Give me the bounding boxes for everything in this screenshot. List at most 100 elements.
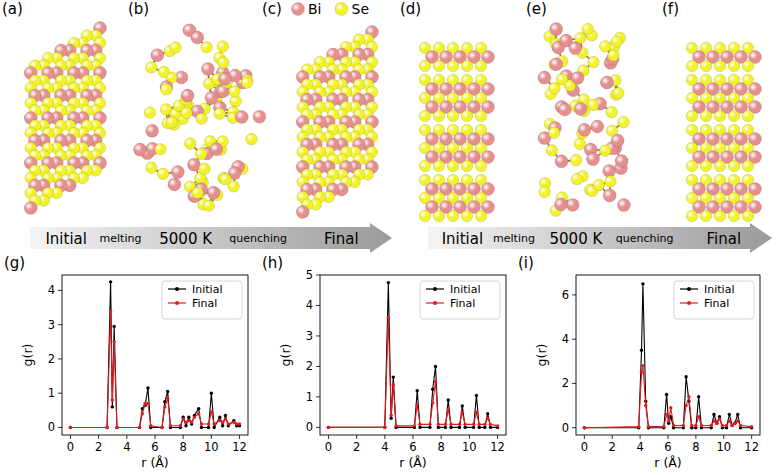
x-tick: [441, 435, 442, 439]
atom: [201, 63, 214, 76]
x-tick-label: 12: [232, 440, 247, 454]
x-tick-label: 0: [581, 440, 588, 454]
atom: [155, 143, 167, 155]
x-tick: [384, 435, 385, 439]
series-marker: [163, 405, 166, 408]
atom: [555, 155, 568, 168]
series-marker: [475, 394, 478, 397]
panel-label: (e): [526, 0, 547, 18]
atom: [608, 50, 620, 62]
series-marker: [463, 423, 466, 426]
x-tick-label: 10: [462, 440, 477, 454]
series-marker: [486, 417, 489, 420]
atom: [296, 206, 309, 219]
atom: [419, 110, 431, 122]
axes-frame: [576, 275, 760, 435]
atom: [571, 71, 584, 84]
atom: [170, 42, 182, 54]
x-axis-label: r (Å): [141, 455, 168, 470]
chart: 02468101201234r (Å)g(r)InitialFinal: [20, 275, 248, 470]
atom: [700, 60, 712, 72]
atom: [538, 71, 551, 84]
legend: InitialFinal: [162, 281, 242, 319]
series-marker: [489, 423, 492, 426]
series-marker: [669, 406, 672, 409]
atom: [546, 144, 558, 156]
atom: [588, 56, 600, 68]
atom: [166, 117, 178, 129]
series-marker: [418, 423, 421, 426]
x-tick-label: 4: [636, 440, 643, 454]
plot-area: [327, 281, 499, 429]
series-marker: [461, 404, 464, 407]
atom: [192, 187, 204, 199]
process-stage: 5000 K: [550, 230, 604, 248]
series-marker: [697, 415, 700, 418]
x-axis-label: r (Å): [399, 455, 426, 470]
x-tick: [328, 435, 329, 439]
y-tick-label: 2: [306, 359, 313, 373]
x-tick-label: 0: [325, 440, 332, 454]
y-tick: [316, 275, 320, 276]
atom: [558, 103, 571, 116]
x-tick-label: 8: [692, 440, 699, 454]
legend-label: Se: [352, 1, 370, 17]
series-marker: [221, 424, 224, 427]
atom: [447, 160, 459, 172]
x-tick: [211, 435, 212, 439]
atom: [433, 210, 445, 222]
atom: [461, 210, 473, 222]
series-marker: [197, 412, 200, 415]
structure: [24, 22, 106, 215]
series-marker: [392, 383, 395, 386]
series-marker: [115, 426, 118, 429]
series-marker: [389, 413, 392, 416]
series-marker: [718, 417, 721, 420]
series-marker: [383, 426, 386, 429]
atom: [161, 84, 173, 96]
atom: [601, 76, 614, 89]
series-marker: [641, 364, 644, 367]
atom: [447, 60, 459, 72]
series-marker: [160, 426, 163, 429]
series-marker: [721, 424, 724, 427]
process-stage: quenching: [616, 232, 674, 245]
legend-label: Initial: [192, 283, 222, 296]
series-marker: [715, 422, 718, 425]
series-marker: [190, 421, 193, 424]
series-marker: [733, 422, 736, 425]
atom: [134, 143, 147, 156]
atom: [210, 143, 223, 156]
series-marker: [472, 426, 475, 429]
y-tick: [572, 427, 576, 428]
series-marker: [583, 426, 586, 429]
x-tick-label: 6: [664, 440, 671, 454]
series-marker: [200, 426, 203, 429]
series-marker: [394, 424, 397, 427]
series-marker: [197, 407, 200, 410]
atom: [171, 166, 184, 179]
atom: [146, 124, 159, 137]
x-tick: [469, 435, 470, 439]
x-tick: [668, 435, 669, 439]
structures: [24, 22, 761, 222]
atom: [168, 178, 181, 191]
y-tick: [316, 305, 320, 306]
series-marker: [637, 425, 640, 428]
panel-label: (i): [518, 254, 534, 272]
series-marker: [109, 280, 112, 283]
series-marker: [218, 419, 221, 422]
species-legend: BiSe: [292, 1, 370, 17]
atom: [714, 210, 726, 222]
panel-label: (b): [128, 0, 149, 18]
series-marker: [712, 413, 715, 416]
atom: [728, 60, 740, 72]
panel-label: (f): [662, 0, 679, 18]
series-marker: [715, 422, 718, 425]
process-stage: Initial: [45, 230, 87, 248]
legend-label: Initial: [704, 283, 734, 296]
series-marker: [416, 403, 419, 406]
panel-label: (c): [262, 0, 282, 18]
series-marker: [109, 309, 112, 312]
atom: [556, 74, 568, 86]
